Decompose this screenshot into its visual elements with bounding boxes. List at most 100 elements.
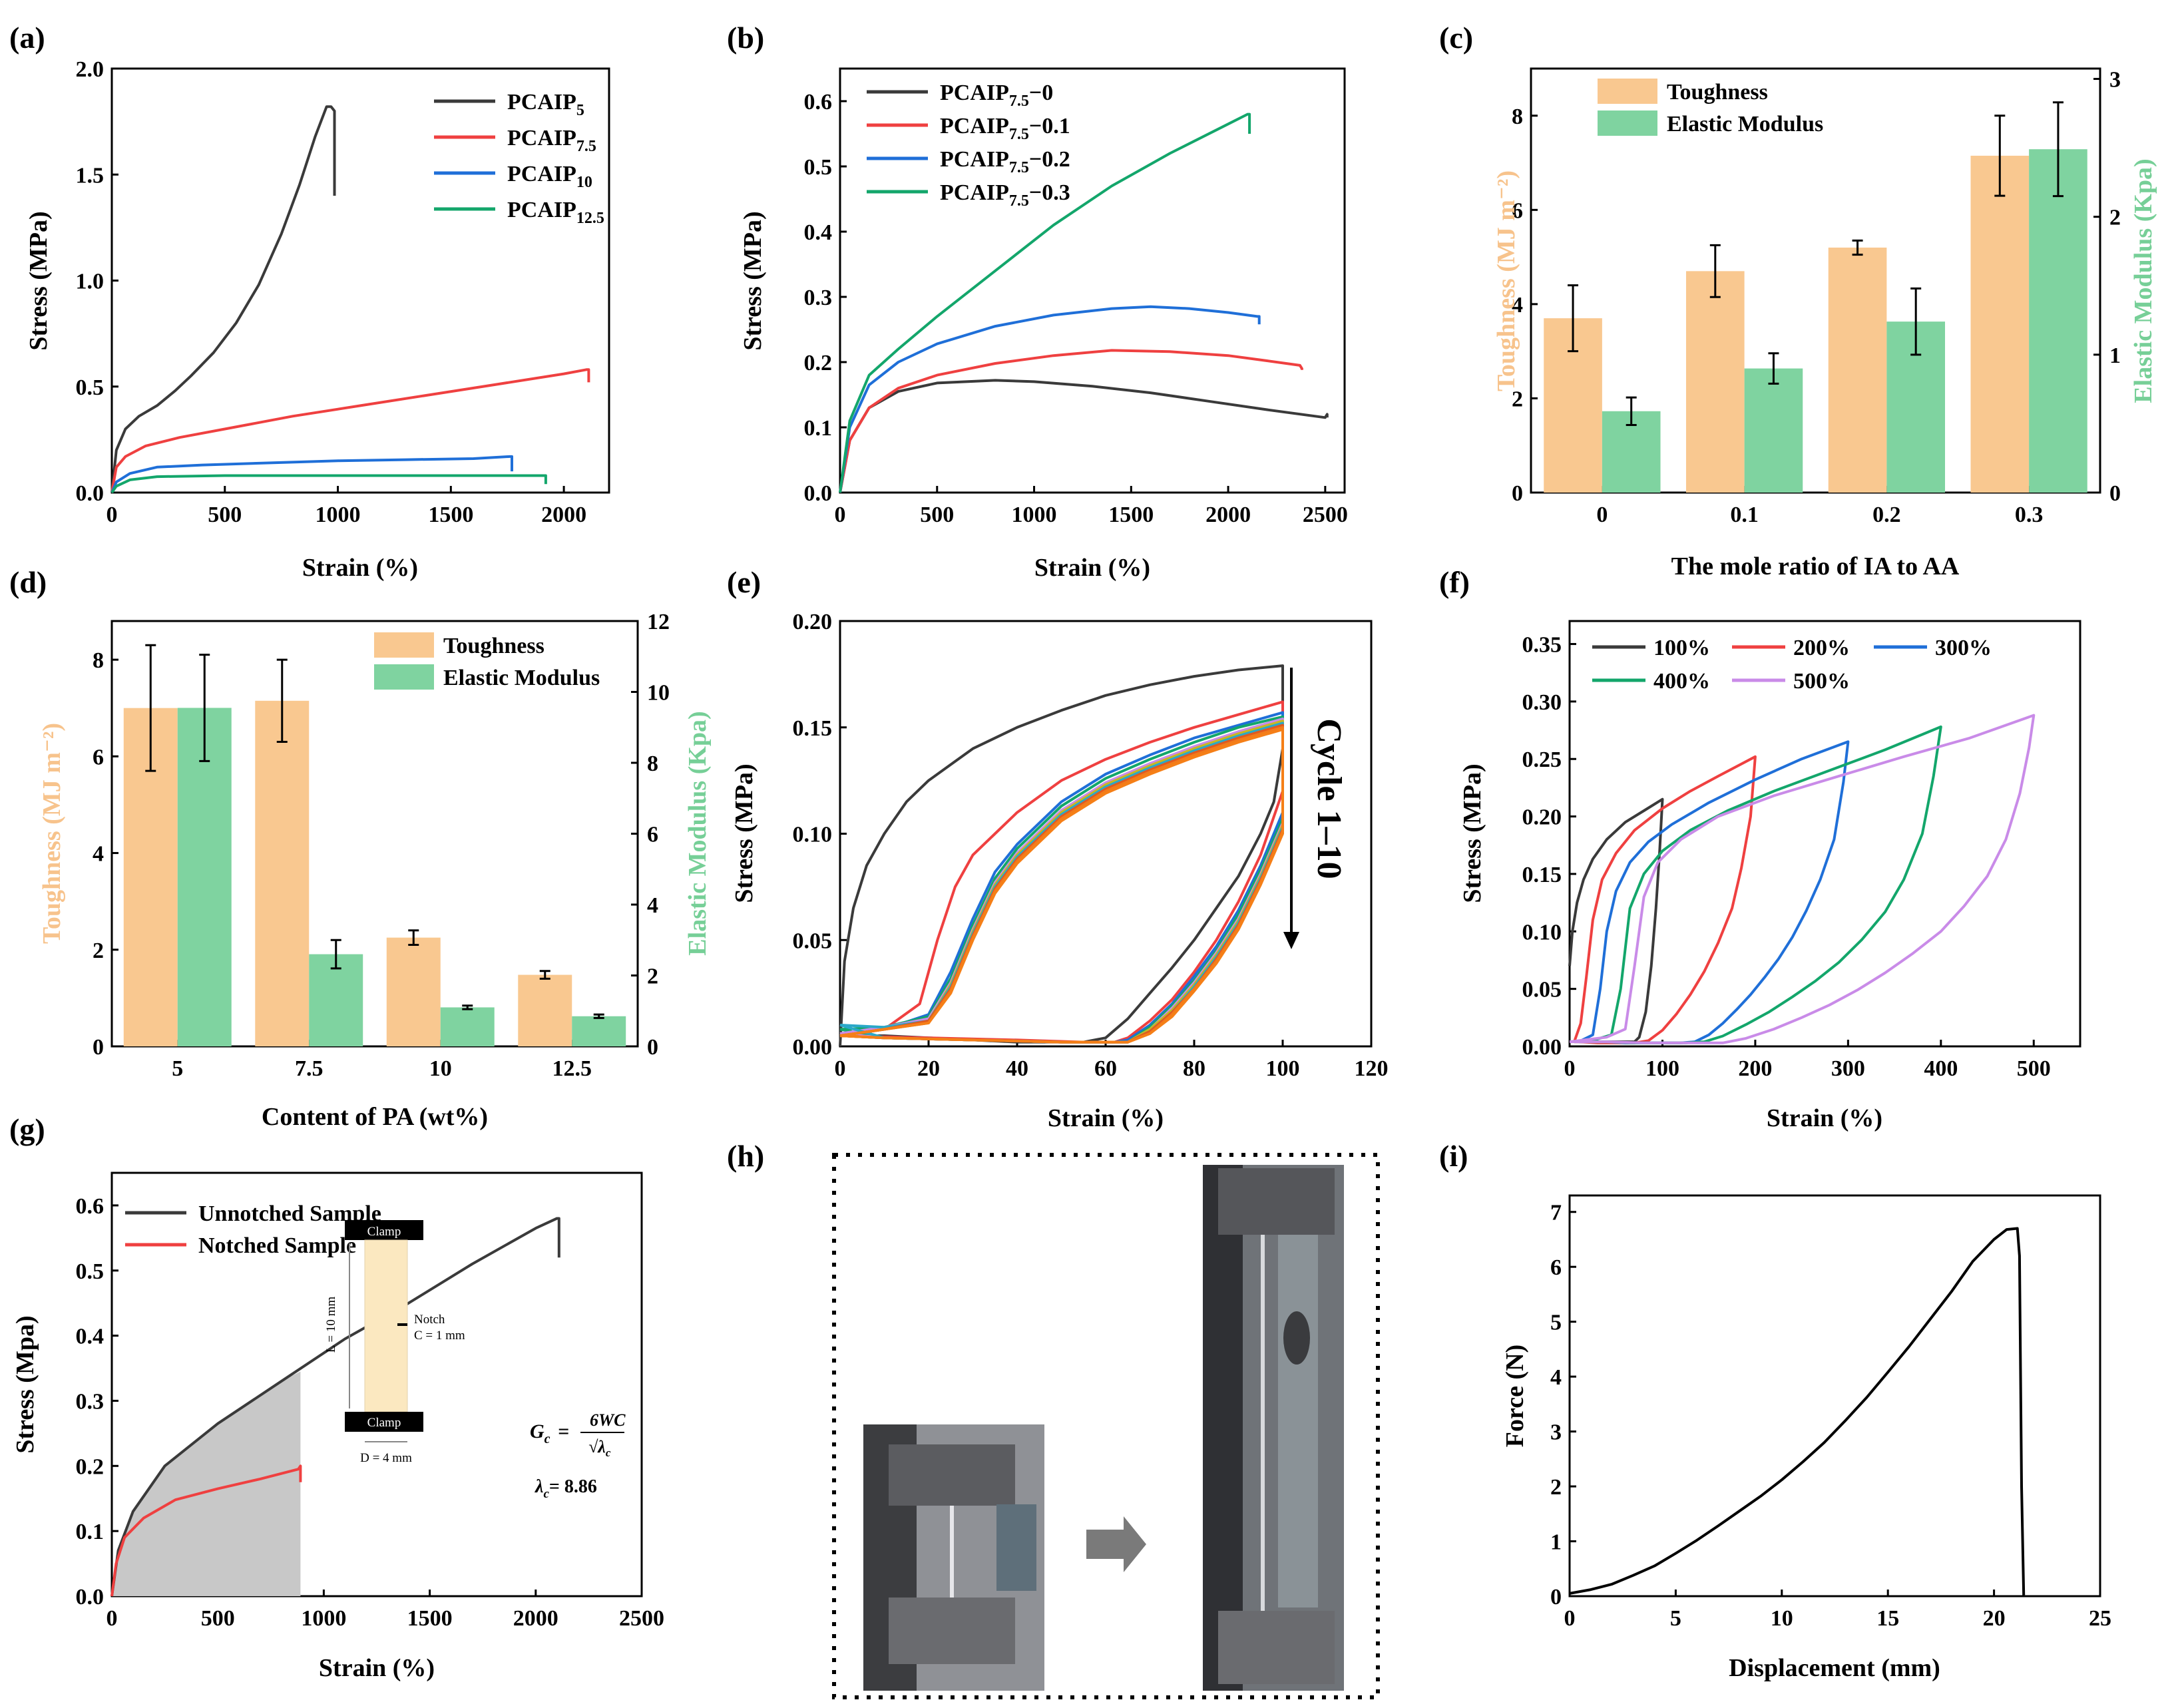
panel-label-a: (a) bbox=[9, 21, 45, 55]
c-y-tick-label: 8 bbox=[1512, 105, 1523, 129]
d-x-tick-label: 5 bbox=[172, 1056, 183, 1081]
g-x-tick-label: 2000 bbox=[513, 1606, 558, 1631]
b-legend-label-3: PCAIP7.5−0.3 bbox=[940, 180, 1070, 210]
d-y2-tick-label: 2 bbox=[647, 964, 658, 989]
c-x-tick-label: 0.1 bbox=[1730, 503, 1759, 527]
b-y-tick-label: 0.0 bbox=[804, 481, 833, 506]
f-x-tick-label: 400 bbox=[1924, 1056, 1958, 1081]
f-x-tick-label: 100 bbox=[1645, 1056, 1679, 1081]
c-x-tick-label: 0.2 bbox=[1872, 503, 1901, 527]
panel-label-c: (c) bbox=[1439, 21, 1473, 55]
c-x-axis-label: The mole ratio of IA to AA bbox=[1671, 552, 1960, 580]
f-x-tick-label: 0 bbox=[1564, 1056, 1576, 1081]
c-y2-tick-label: 1 bbox=[2109, 343, 2121, 368]
e-series-line-2 bbox=[839, 711, 1284, 1044]
f-y-tick-label: 0.25 bbox=[1522, 747, 1562, 772]
e-cycle-annotation: Cycle 1–10 bbox=[1310, 718, 1348, 879]
g-x-tick-label: 500 bbox=[201, 1606, 235, 1631]
clamp-top-label: Clamp bbox=[367, 1225, 401, 1239]
panel-label-i: (i) bbox=[1439, 1139, 1468, 1173]
d-legend-label-0: Toughness bbox=[443, 634, 544, 658]
e-series-line-5 bbox=[839, 720, 1284, 1044]
i-y-tick-label: 1 bbox=[1550, 1530, 1562, 1555]
e-series-line-3 bbox=[839, 715, 1284, 1044]
f-y-tick-label: 0.10 bbox=[1522, 920, 1562, 945]
a-series-line-0 bbox=[110, 105, 336, 493]
chart-b: 0 500 1000 1500 2000 2500 0.0 0.1 0.2 0.3 0.4 0.5 0.… bbox=[739, 67, 1348, 582]
a-legend-label-1: PCAIP7.5 bbox=[507, 126, 596, 155]
g-shaded-area bbox=[112, 1371, 301, 1596]
chart-i: 0 5 10 15 20 25 0 1 2 3 4 5 6 7 Displacement (mm) Force… bbox=[1501, 1194, 2111, 1682]
c-y2-tick-label: 3 bbox=[2109, 68, 2121, 93]
c-x-tick-label: 0 bbox=[1596, 503, 1608, 527]
c-y-tick-label: 2 bbox=[1512, 387, 1523, 411]
e-x-tick-label: 80 bbox=[1183, 1056, 1205, 1081]
photo-arrow bbox=[1086, 1516, 1146, 1572]
panel-labels: (a) (b) (c) (d) (e) (f) (g) (h) (i) bbox=[9, 21, 1473, 1173]
b-y-axis-label: Stress (MPa) bbox=[739, 211, 767, 350]
e-x-tick-label: 120 bbox=[1355, 1056, 1389, 1081]
d-y2-tick-label: 12 bbox=[647, 610, 670, 634]
b-x-tick-label: 2000 bbox=[1205, 503, 1251, 527]
g-y-tick-label: 0.2 bbox=[76, 1454, 105, 1479]
f-x-tick-label: 500 bbox=[2017, 1056, 2051, 1081]
i-x-axis-label: Displacement (mm) bbox=[1729, 1654, 1940, 1682]
f-legend-label-1: 200% bbox=[1793, 636, 1850, 660]
g-legend-label-1: Notched Sample bbox=[198, 1233, 356, 1258]
d-y2-tick-label: 0 bbox=[647, 1035, 658, 1060]
e-cycle-arrow-head bbox=[1283, 932, 1299, 949]
a-x-tick-label: 0 bbox=[107, 503, 118, 527]
g-y-axis-label: Stress (Mpa) bbox=[11, 1315, 39, 1453]
e-series-line-6 bbox=[839, 722, 1284, 1044]
c-legend-swatch-1 bbox=[1598, 110, 1657, 136]
d-y-tick-label: 6 bbox=[93, 745, 104, 769]
panel-label-e: (e) bbox=[727, 565, 761, 599]
b-x-axis-label: Strain (%) bbox=[1034, 554, 1150, 582]
e-x-tick-label: 100 bbox=[1266, 1056, 1300, 1081]
e-y-tick-label: 0.15 bbox=[793, 716, 833, 741]
f-y-tick-label: 0.05 bbox=[1522, 978, 1562, 1002]
d-legend-swatch-0 bbox=[374, 632, 434, 658]
b-y-tick-label: 0.1 bbox=[804, 416, 833, 441]
a-y-tick-label: 0.5 bbox=[76, 375, 105, 400]
d-bar-elastic-modulus bbox=[572, 1016, 626, 1046]
d-bar-elastic-modulus bbox=[309, 954, 363, 1046]
photo-before bbox=[863, 1424, 1044, 1691]
f-legend-label-4: 500% bbox=[1793, 669, 1850, 694]
c-y2-axis-label: Elastic Modulus (Kpa) bbox=[2129, 158, 2157, 403]
photo-frame bbox=[832, 1153, 1380, 1699]
clamp-bottom-label: Clamp bbox=[367, 1416, 401, 1430]
b-series-line-2 bbox=[839, 305, 1261, 493]
g-y-tick-label: 0.1 bbox=[76, 1520, 105, 1544]
i-y-tick-label: 2 bbox=[1550, 1475, 1562, 1500]
a-y-tick-label: 2.0 bbox=[76, 57, 105, 82]
panel-label-h: (h) bbox=[727, 1139, 764, 1173]
g-y-tick-label: 0.0 bbox=[76, 1585, 105, 1609]
a-series-line-2 bbox=[110, 455, 513, 493]
g-series-line-1 bbox=[110, 1464, 302, 1597]
g-x-tick-label: 1000 bbox=[301, 1606, 346, 1631]
a-x-tick-label: 1000 bbox=[316, 503, 361, 527]
f-y-tick-label: 0.15 bbox=[1522, 863, 1562, 887]
e-series-line-8 bbox=[839, 726, 1284, 1044]
e-x-tick-label: 60 bbox=[1094, 1056, 1117, 1081]
e-x-tick-label: 20 bbox=[917, 1056, 940, 1081]
e-y-tick-label: 0.10 bbox=[793, 823, 833, 847]
a-y-tick-label: 0.0 bbox=[76, 481, 105, 506]
i-y-tick-label: 0 bbox=[1550, 1585, 1562, 1609]
i-x-tick-label: 25 bbox=[2089, 1606, 2111, 1631]
formula-denominator: √λc bbox=[588, 1437, 611, 1459]
a-legend-label-0: PCAIP5 bbox=[507, 90, 584, 119]
a-y-tick-label: 1.5 bbox=[76, 163, 105, 188]
notch-length-label: C = 1 mm bbox=[414, 1329, 465, 1343]
c-y2-tick-label: 2 bbox=[2109, 206, 2121, 230]
photo-after bbox=[1203, 1165, 1344, 1691]
b-y-tick-label: 0.2 bbox=[804, 351, 833, 375]
b-series-line-0 bbox=[839, 379, 1329, 493]
c-y-tick-label: 4 bbox=[1512, 293, 1523, 318]
f-series-line-4 bbox=[1569, 714, 2036, 1044]
b-x-tick-label: 1000 bbox=[1012, 503, 1057, 527]
b-x-tick-label: 500 bbox=[920, 503, 954, 527]
c-plot-frame bbox=[1530, 67, 2101, 494]
d-legend-swatch-1 bbox=[374, 664, 434, 690]
